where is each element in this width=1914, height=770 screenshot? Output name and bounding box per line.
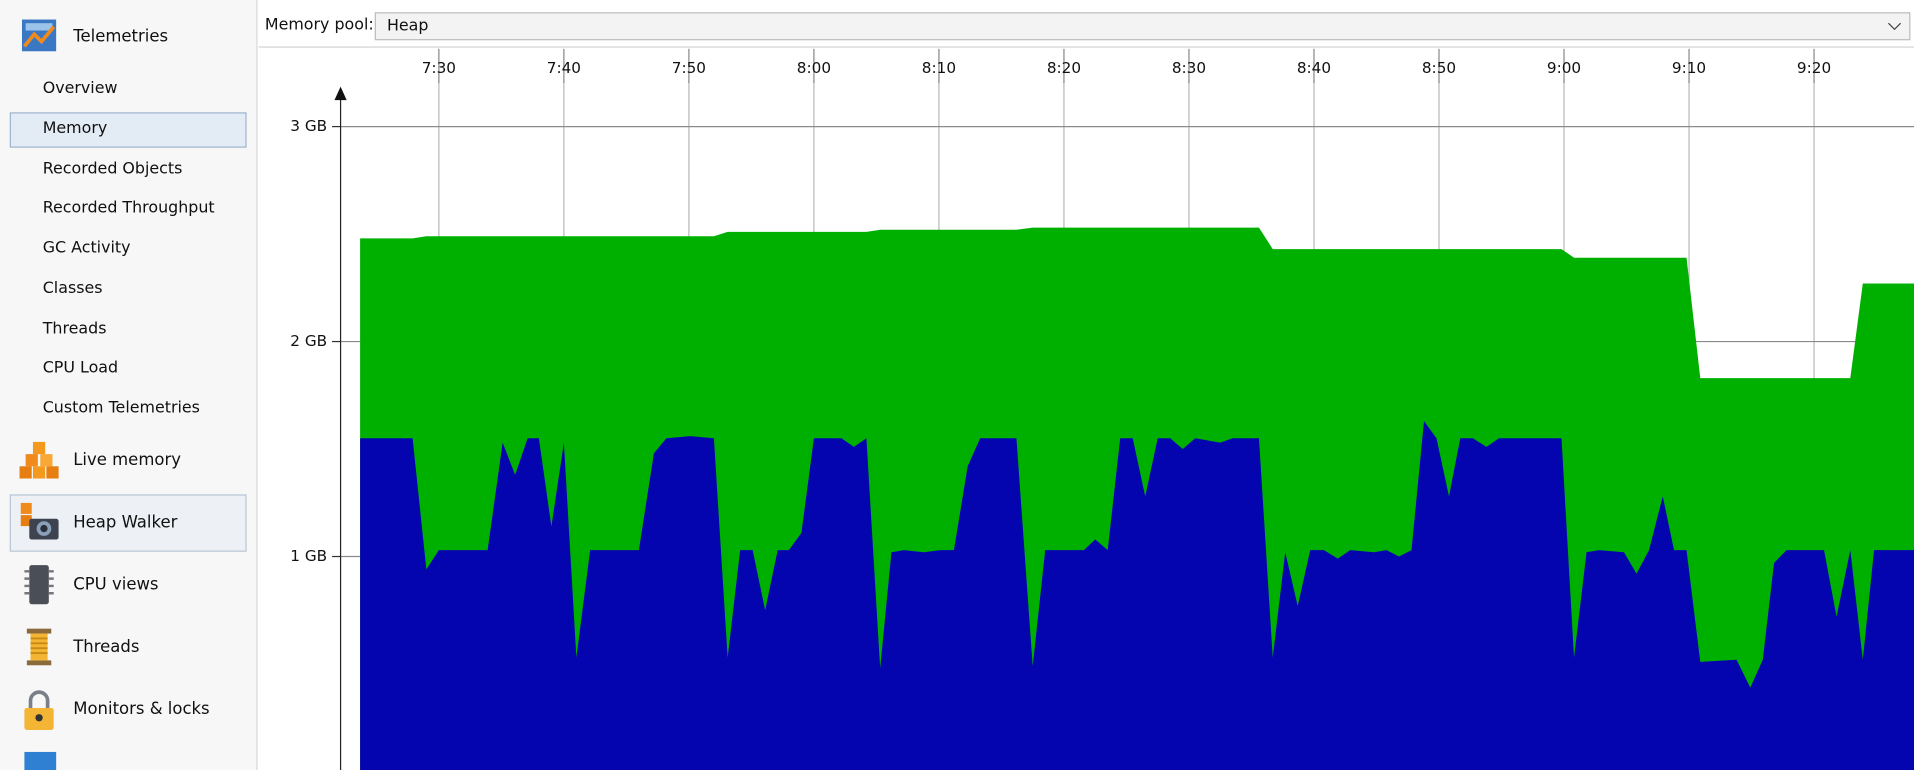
x-tick-label: 8:30: [1172, 59, 1206, 77]
toolbar: Memory pool: Heap: [257, 0, 1914, 47]
cpu-views-icon: [24, 565, 54, 605]
x-tick-label: 7:40: [547, 59, 581, 77]
sidebar: Telemetries Overview Memory Recorded Obj…: [0, 0, 258, 770]
pool-label: Memory pool:: [264, 15, 374, 35]
nav-item[interactable]: Recorded Objects: [42, 159, 183, 179]
pool-value: Heap: [386, 17, 429, 36]
nav-item[interactable]: Recorded Throughput: [42, 198, 215, 218]
x-tick-label: 8:50: [1422, 59, 1456, 77]
heap-walker-icon: [20, 502, 59, 540]
nav-section[interactable]: Threads: [73, 637, 140, 657]
pool-dropdown[interactable]: Heap: [374, 12, 1911, 41]
nav-section[interactable]: CPU views: [73, 574, 159, 595]
nav-item[interactable]: CPU Load: [42, 358, 119, 378]
nav-item[interactable]: Threads: [42, 319, 107, 339]
x-tick-label: 8:10: [922, 59, 956, 77]
live-memory-icon: [19, 441, 59, 479]
x-tick-label: 7:30: [422, 59, 456, 77]
telemetries-icon: [21, 19, 57, 52]
y-tick-label: 3 GB: [290, 117, 327, 135]
nav-section[interactable]: Telemetries: [73, 26, 169, 47]
databases-icon: [24, 751, 57, 770]
selection-highlight: [9, 112, 247, 148]
memory-area: [360, 421, 1914, 770]
x-tick-label: 7:50: [672, 59, 706, 77]
x-tick-label: 9:00: [1547, 59, 1581, 77]
nav-item[interactable]: Memory: [42, 119, 108, 138]
nav-section[interactable]: Live memory: [73, 450, 181, 470]
nav-section[interactable]: Monitors & locks: [73, 699, 210, 719]
y-tick-label: 1 GB: [290, 547, 327, 565]
x-tick-label: 8:00: [797, 59, 831, 77]
dropdown-chevron: [1887, 22, 1902, 31]
nav-item[interactable]: Custom Telemetries: [42, 399, 200, 418]
monitors-icon: [24, 690, 54, 730]
nav-item[interactable]: GC Activity: [42, 239, 131, 258]
x-tick-label: 9:20: [1797, 59, 1831, 77]
nav-item[interactable]: Overview: [42, 79, 118, 98]
y-axis-arrow: [334, 86, 347, 101]
nav-item[interactable]: Classes: [42, 279, 103, 298]
y-tick-label: 2 GB: [290, 332, 327, 350]
threads-icon: [26, 628, 52, 666]
x-tick-label: 8:40: [1297, 59, 1331, 77]
x-tick-label: 8:20: [1047, 59, 1081, 77]
x-tick-label: 9:10: [1672, 59, 1706, 77]
nav-section[interactable]: Heap Walker: [73, 512, 178, 533]
